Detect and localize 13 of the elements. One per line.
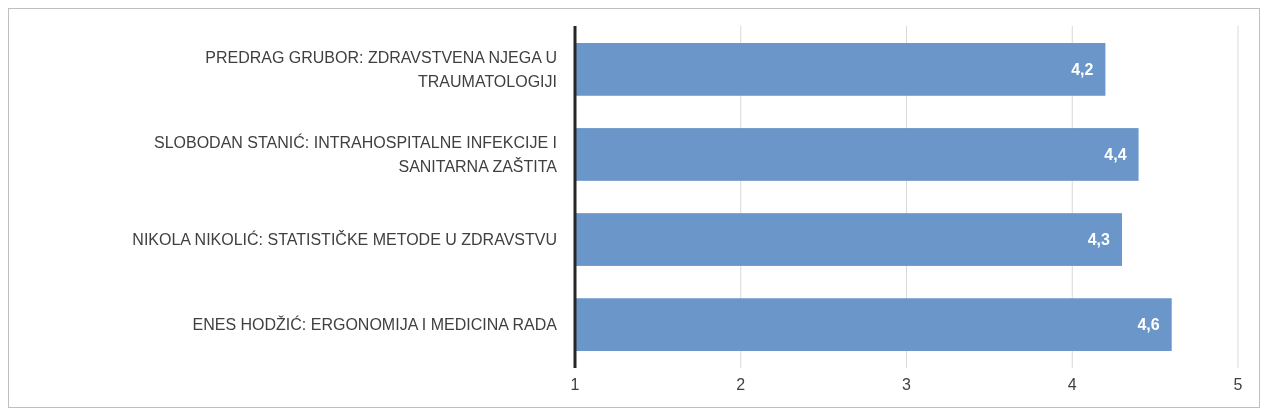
y-tick-label: ENES HODŽIĆ: ERGONOMIJA I MEDICINA RADA [192, 315, 558, 334]
y-tick-label: SLOBODAN STANIĆ: INTRAHOSPITALNE INFEKCIJE I SANITARNA ZAŠTITA [153, 133, 558, 176]
x-tick-label: 2 [736, 376, 746, 393]
y-tick-label: NIKOLA NIKOLIĆ: STATISTIČKE METODE U ZDRAVSTVU [132, 230, 557, 249]
y-tick-label: PREDRAG GRUBOR: ZDRAVSTVENA NJEGA U TRAUMATOLOGIJI [205, 48, 557, 90]
data-label: 4,6 [1137, 316, 1160, 334]
x-tick-label: 4 [1067, 376, 1077, 393]
data-label: 4,3 [1087, 231, 1111, 249]
data-label: 4,2 [1071, 60, 1094, 78]
x-tick-label: 3 [902, 376, 912, 393]
data-label: 4,4 [1104, 146, 1127, 164]
x-tick-label: 1 [570, 376, 580, 393]
x-tick-label: 5 [1233, 376, 1243, 393]
